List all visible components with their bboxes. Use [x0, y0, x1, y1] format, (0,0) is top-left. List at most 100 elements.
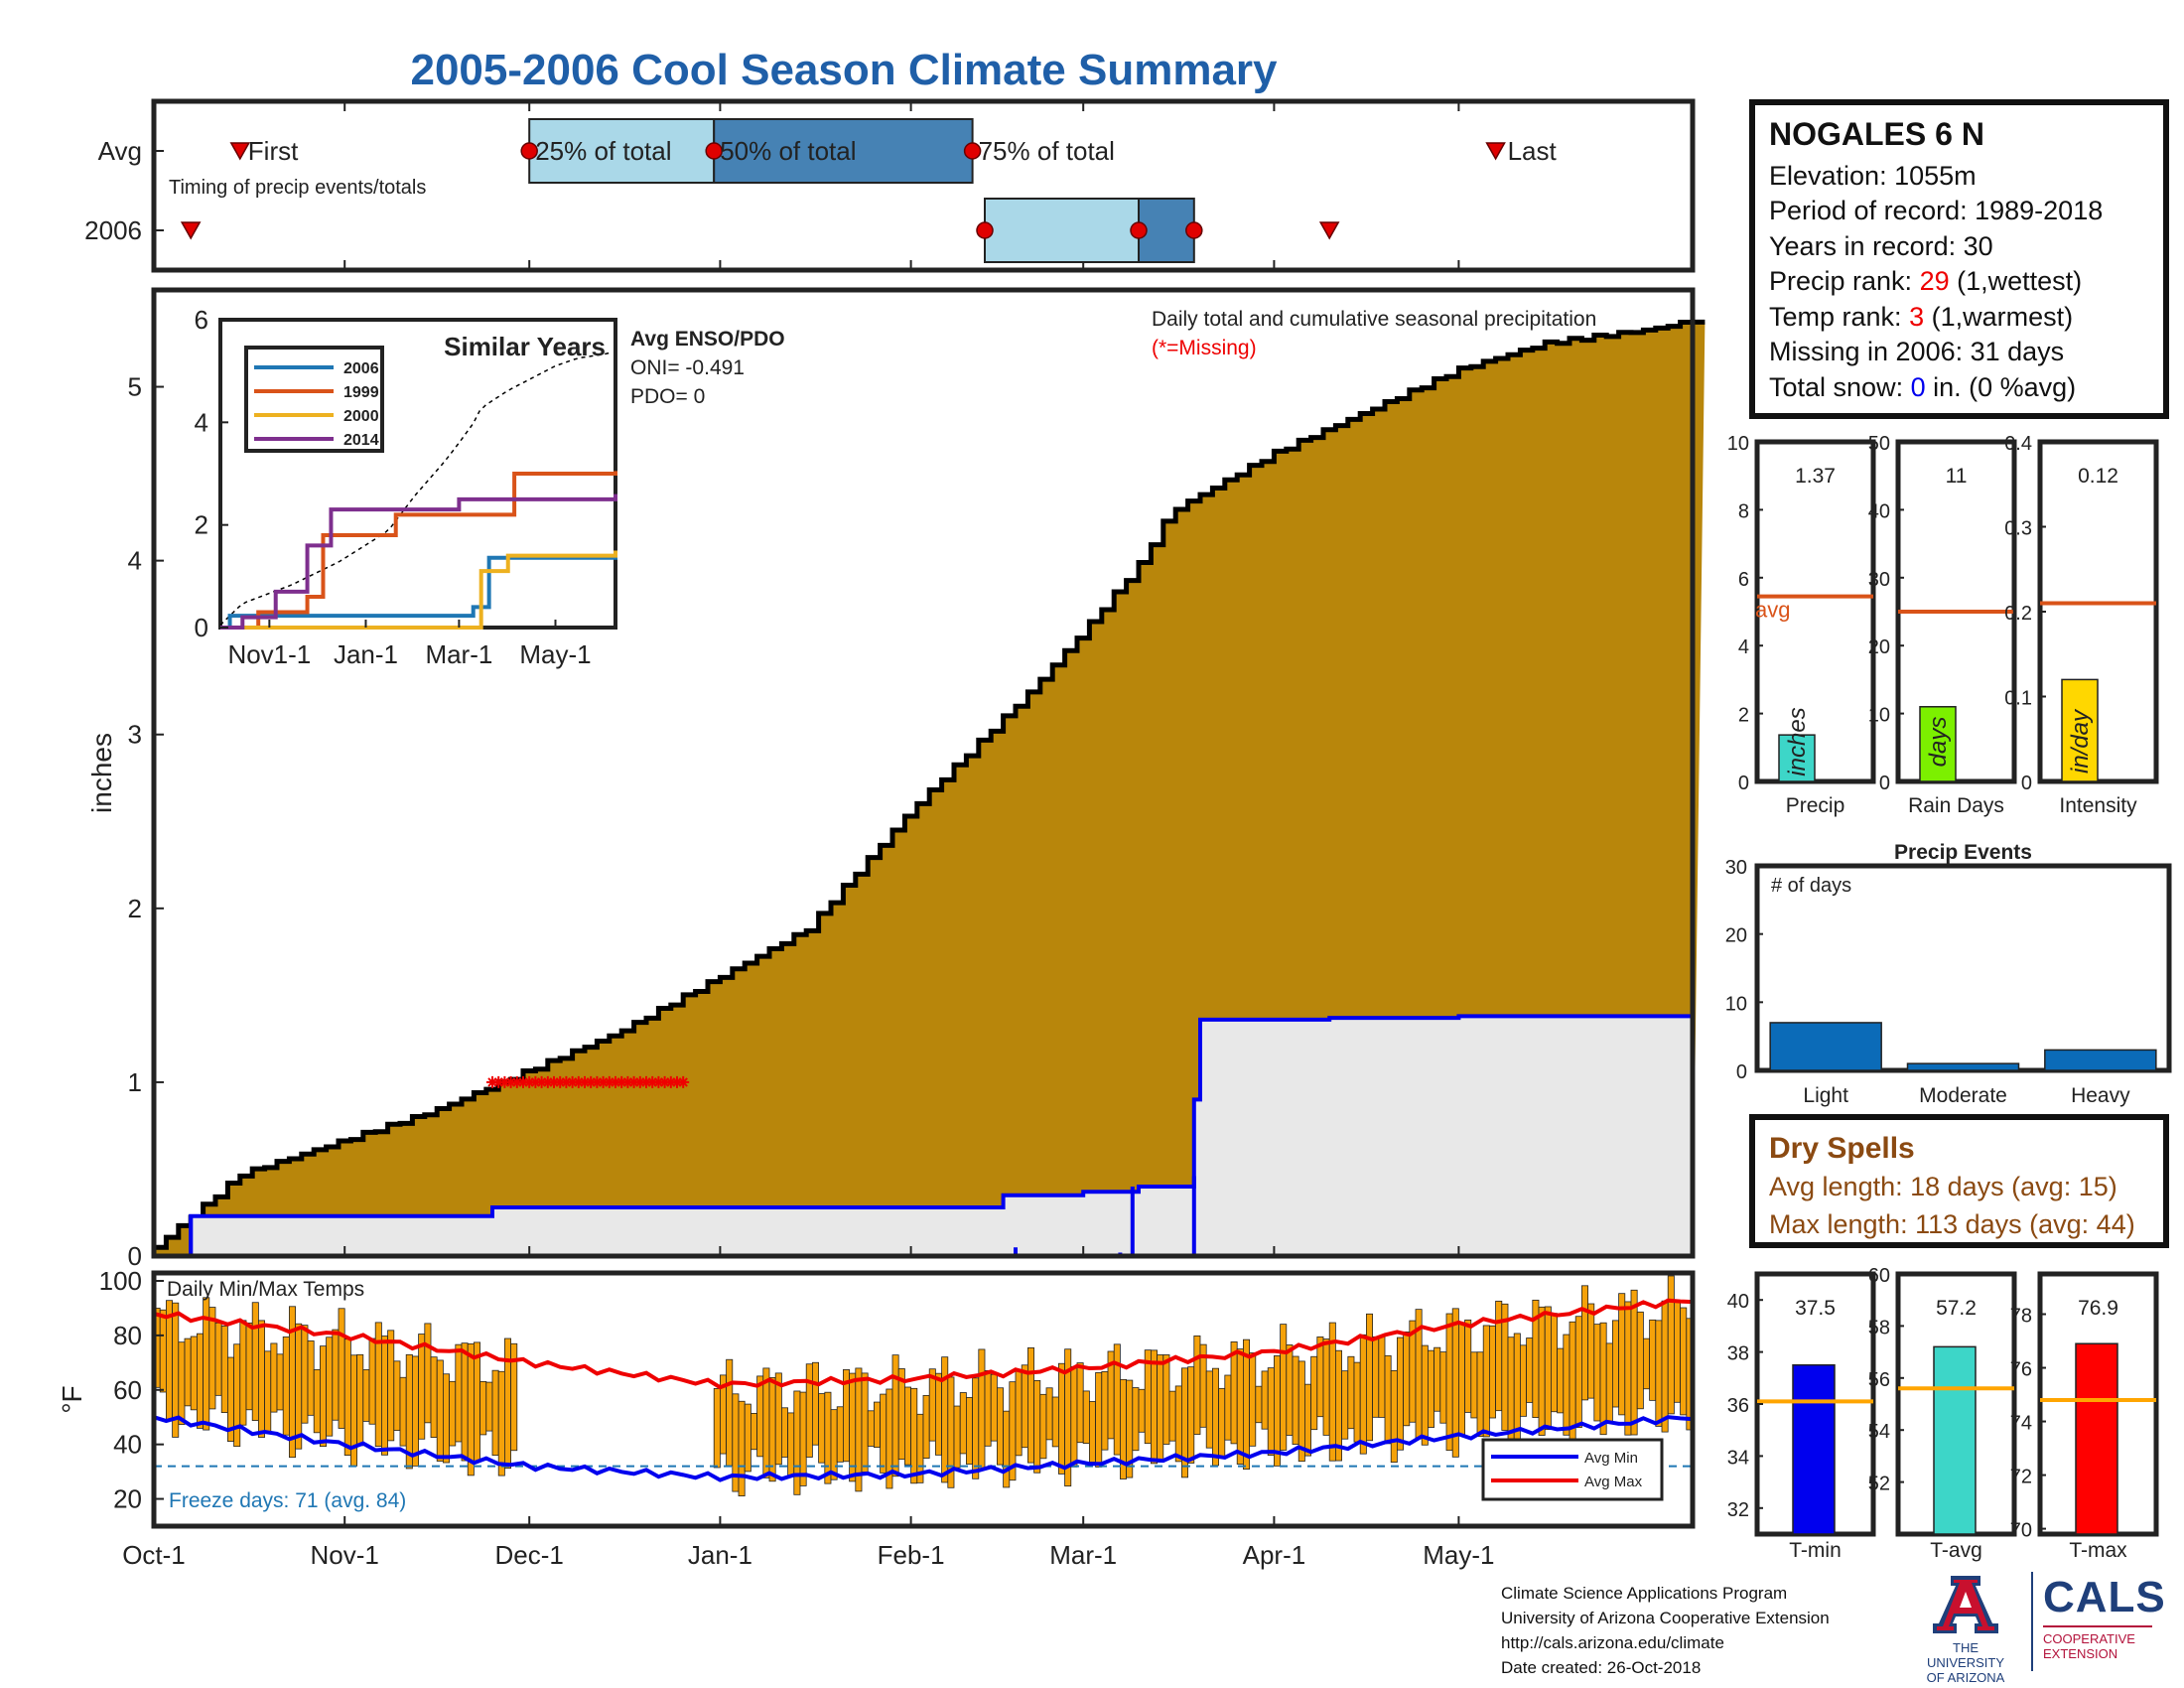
precip-panel-xlabel: Precip	[1786, 794, 1845, 817]
temp-summary-value-label: 37.5	[1795, 1297, 1836, 1320]
avg-max-line	[153, 1298, 1694, 1390]
timing-first-label: First	[248, 136, 299, 166]
daily-temp-bar	[1526, 1337, 1534, 1403]
elevation: Elevation: 1055m	[1769, 160, 1977, 191]
daily-temp-bar	[1390, 1369, 1398, 1464]
daily-temp-bar	[799, 1391, 807, 1486]
precip-panel-y-tick-label: 0	[1738, 773, 1749, 794]
timing-box-50-75	[1138, 198, 1195, 263]
daily-temp-bar	[1489, 1325, 1497, 1419]
daily-temp-bar	[738, 1400, 746, 1497]
daily-temp-bar	[1218, 1387, 1226, 1458]
precip-events-title: Precip Events	[1894, 841, 2032, 864]
daily-temp-bar	[1482, 1325, 1490, 1438]
precip-panel-y-tick-label: 0.1	[2004, 688, 2032, 710]
missing-day-marker	[560, 1075, 573, 1088]
daily-temp-bar	[1445, 1313, 1453, 1452]
daily-temp-bar	[1089, 1401, 1097, 1463]
years-in-record: Years in record: 30	[1769, 230, 1993, 261]
daily-temp-bar	[326, 1336, 334, 1437]
footer-credits: Climate Science Applications Program Uni…	[1501, 1581, 1830, 1680]
daily-temp-bar	[1667, 1275, 1675, 1415]
daily-temp-bar	[867, 1410, 875, 1447]
daily-temp-bar	[744, 1403, 751, 1473]
similar-years-series-2000	[220, 550, 617, 630]
precip-panel-value-label: 1.37	[1795, 465, 1836, 488]
precip-events-y-tick-label: 0	[1736, 1061, 1747, 1083]
daily-temp-bar	[178, 1341, 186, 1426]
temp-summary-y-tick-label: 70	[2010, 1520, 2032, 1542]
daily-temp-bar	[1132, 1387, 1140, 1452]
missing-day-marker	[615, 1075, 628, 1088]
daily-temp-bar	[1563, 1334, 1570, 1436]
cumulative-frame	[151, 287, 1696, 1259]
station-info-box: NOGALES 6 N Elevation: 1055m Period of r…	[1749, 99, 2169, 419]
daily-temp-bar	[1470, 1351, 1478, 1419]
timing-percentile-marker	[1185, 221, 1203, 239]
timing-row-label: 2006	[84, 215, 142, 245]
timing-first-last-marker	[1485, 142, 1506, 161]
daily-temp-bar	[301, 1325, 309, 1424]
daily-temp-bar	[1538, 1306, 1546, 1436]
cumulative-y-tick-label: 2	[128, 894, 142, 923]
daily-temp-bar	[1205, 1370, 1213, 1449]
daily-temp-bar	[251, 1302, 259, 1421]
daily-temp-bar	[1551, 1313, 1559, 1413]
footer-link[interactable]: http://cals.arizona.edu/climate	[1501, 1633, 1724, 1652]
timing-box-25-50	[984, 198, 1140, 263]
cumulative-y-tick-label: 3	[128, 720, 142, 750]
daily-temp-bar	[1507, 1336, 1515, 1453]
daily-temp-bar	[1101, 1371, 1109, 1451]
precip-panel-bar	[1778, 734, 1816, 782]
daily-temp-bar	[184, 1337, 192, 1407]
precip-panel-value-label: 11	[1946, 465, 1968, 488]
daily-temp-bar	[430, 1356, 438, 1438]
x-axis-tick-label: Jan-1	[688, 1540, 752, 1570]
temp-summary-bar	[2075, 1342, 2118, 1535]
daily-temp-bar	[1458, 1322, 1466, 1435]
missing-days: Missing in 2006: 31 days	[1769, 337, 2065, 366]
missing-day-marker	[664, 1075, 677, 1088]
daily-temp-bar	[1353, 1361, 1361, 1443]
similar-years-x-tick-label: Mar-1	[425, 639, 492, 669]
temp-summary-bar	[1792, 1363, 1836, 1535]
missing-day-marker	[621, 1075, 634, 1088]
timing-first-last-marker	[1318, 221, 1340, 240]
precip-panel-y-tick-label: 10	[1727, 433, 1749, 455]
x-axis-tick-label: Apr-1	[1243, 1540, 1306, 1570]
precip-panel-y-tick-label: 20	[1868, 636, 1890, 658]
temp-summary-bar	[1933, 1345, 1977, 1535]
daily-temp-bar	[1015, 1369, 1023, 1457]
timing-p75-label: 75% of total	[979, 136, 1115, 166]
missing-day-marker	[510, 1075, 523, 1088]
daily-temp-bar	[319, 1345, 327, 1448]
daily-temp-bar	[473, 1341, 480, 1463]
precip-panel-y-tick-label: 40	[1868, 500, 1890, 522]
daily-temp-bar	[1661, 1300, 1669, 1433]
temp-summary-y-tick-label: 38	[1727, 1343, 1749, 1365]
precip-events-bar	[1769, 1022, 1882, 1071]
daily-temp-bar	[1157, 1354, 1164, 1463]
daily-temp-bar	[387, 1330, 395, 1442]
daily-temp-bar	[1033, 1379, 1041, 1474]
missing-day-marker	[677, 1075, 690, 1088]
timing-percentile-marker	[1130, 221, 1148, 239]
precip-panel-xlabel: Rain Days	[1908, 794, 2004, 817]
daily-temp-bar	[1655, 1320, 1663, 1427]
precip-panel-y-tick-label: 0	[1879, 773, 1890, 794]
precip-panel-avg-label: avg	[1755, 598, 1790, 623]
dry-spells-max: Max length: 113 days (avg: 44)	[1769, 1209, 2135, 1239]
enso-oni: ONI= -0.491	[630, 356, 745, 379]
daily-temp-bar	[1520, 1344, 1528, 1417]
daily-temp-bar	[461, 1342, 469, 1462]
daily-temp-bar	[1612, 1320, 1620, 1408]
daily-temp-bar	[1236, 1348, 1244, 1465]
timing-first-last-marker	[180, 221, 202, 240]
missing-day-marker	[523, 1075, 536, 1088]
daily-temp-bar	[1051, 1396, 1059, 1448]
daily-temp-bar	[1581, 1285, 1589, 1401]
daily-temp-bar	[713, 1388, 721, 1469]
dry-spells-header: Dry Spells	[1769, 1132, 1915, 1165]
daily-temp-bar	[984, 1369, 992, 1447]
page-title: 2005-2006 Cool Season Climate Summary	[410, 46, 1278, 94]
